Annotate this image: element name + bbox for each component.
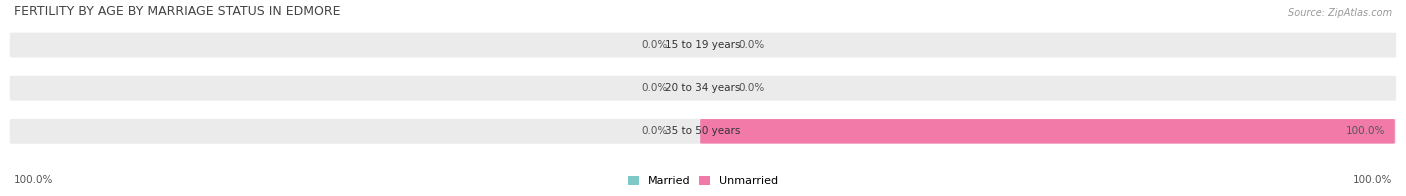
Text: 100.0%: 100.0% [1346, 126, 1385, 136]
Text: 15 to 19 years: 15 to 19 years [665, 40, 741, 50]
Text: 100.0%: 100.0% [14, 175, 53, 185]
Text: FERTILITY BY AGE BY MARRIAGE STATUS IN EDMORE: FERTILITY BY AGE BY MARRIAGE STATUS IN E… [14, 5, 340, 18]
Text: 20 to 34 years: 20 to 34 years [665, 83, 741, 93]
Text: 35 to 50 years: 35 to 50 years [665, 126, 741, 136]
Text: 0.0%: 0.0% [738, 83, 765, 93]
Text: 0.0%: 0.0% [641, 40, 668, 50]
Text: Source: ZipAtlas.com: Source: ZipAtlas.com [1288, 8, 1392, 18]
Text: 0.0%: 0.0% [641, 126, 668, 136]
Text: 100.0%: 100.0% [1353, 175, 1392, 185]
Text: 0.0%: 0.0% [738, 40, 765, 50]
Text: 0.0%: 0.0% [641, 83, 668, 93]
Legend: Married, Unmarried: Married, Unmarried [623, 171, 783, 191]
